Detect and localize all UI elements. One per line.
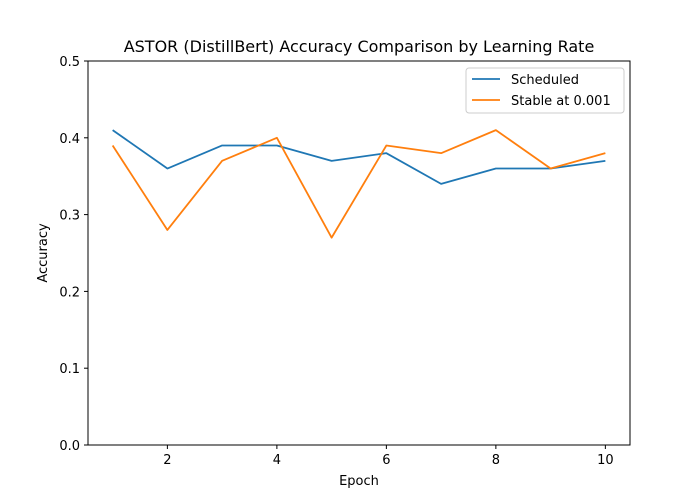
- x-tick-label: 2: [163, 453, 171, 468]
- legend-box: [465, 67, 625, 114]
- series-line-1: [112, 129, 606, 185]
- plot-frame: [87, 60, 631, 446]
- y-tick-label: 0.3: [59, 209, 80, 224]
- x-tick-label: 4: [273, 453, 281, 468]
- x-tick-label: 10: [597, 453, 614, 468]
- x-axis-label: Epoch: [339, 474, 379, 489]
- x-tick-label: 8: [492, 453, 500, 468]
- y-tick-label: 0.1: [59, 362, 80, 377]
- x-tick-label: 6: [382, 453, 390, 468]
- legend-label-1: Scheduled: [511, 73, 579, 88]
- y-tick-label: 0.5: [59, 55, 80, 70]
- y-tick-label: 0.2: [59, 285, 80, 300]
- y-tick-label: 0.0: [59, 439, 80, 454]
- series-line-2: [111, 129, 606, 239]
- y-axis-label: Accuracy: [36, 223, 51, 283]
- y-tick-label: 0.4: [59, 132, 80, 147]
- legend-label-2: Stable at 0.001: [511, 94, 611, 109]
- chart-title: ASTOR (DistillBert) Accuracy Comparison …: [124, 37, 595, 56]
- plot-area: 2 4 6 8 10 0.0 0.1 0.2 0.3 0.4 0.5 Scheduled Stable …: [59, 55, 631, 468]
